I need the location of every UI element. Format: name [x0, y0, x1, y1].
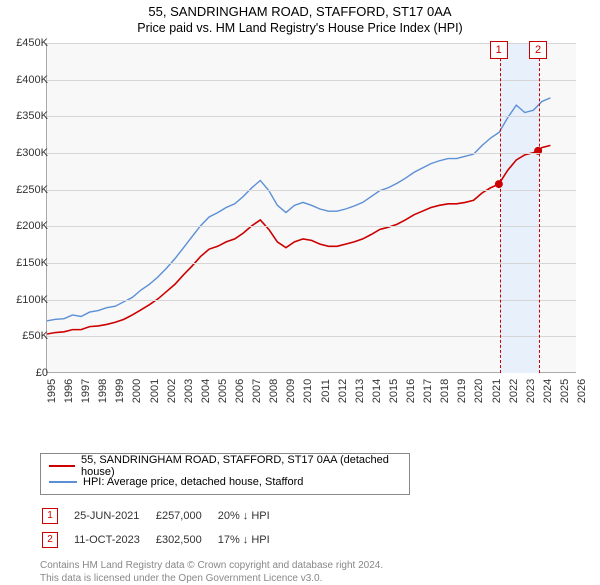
legend-label: HPI: Average price, detached house, Staf…	[83, 476, 303, 488]
series-line	[47, 145, 550, 334]
gridline-h	[47, 153, 576, 154]
x-axis-label: 2011	[320, 379, 332, 403]
y-axis-label: £450K	[16, 37, 48, 49]
y-axis-label: £350K	[16, 110, 48, 122]
row-date: 11-OCT-2023	[74, 529, 154, 551]
x-axis-label: 2007	[251, 379, 263, 403]
x-axis-label: 2016	[405, 379, 417, 403]
row-delta: 17% ↓ HPI	[218, 529, 284, 551]
row-date: 25-JUN-2021	[74, 505, 154, 527]
footer-attribution: Contains HM Land Registry data © Crown c…	[40, 559, 600, 585]
legend-item: 55, SANDRINGHAM ROAD, STAFFORD, ST17 0AA…	[49, 458, 401, 474]
x-axis-label: 2009	[285, 379, 297, 403]
x-axis-label: 2015	[388, 379, 400, 403]
x-axis-label: 2013	[354, 379, 366, 403]
legend-swatch	[49, 465, 75, 467]
x-axis-label: 2026	[576, 379, 588, 403]
x-axis-label: 2024	[542, 379, 554, 403]
x-axis-label: 2021	[491, 379, 503, 403]
chart-subtitle: Price paid vs. HM Land Registry's House …	[0, 21, 600, 35]
gridline-h	[47, 190, 576, 191]
x-axis-label: 2005	[217, 379, 229, 403]
y-axis-label: £250K	[16, 184, 48, 196]
line-series	[47, 43, 576, 372]
gridline-h	[47, 80, 576, 81]
gridline-h	[47, 116, 576, 117]
x-axis-label: 2010	[302, 379, 314, 403]
chart-area: £0£50K£100K£150K£200K£250K£300K£350K£400…	[36, 43, 596, 403]
y-axis-label: £200K	[16, 220, 48, 232]
y-axis-label: £50K	[22, 330, 48, 342]
x-axis-label: 2014	[371, 379, 383, 403]
marker-label: 1	[490, 41, 508, 59]
table-row: 1 25-JUN-2021£257,00020% ↓ HPI	[42, 505, 284, 527]
x-axis-label: 2017	[422, 379, 434, 403]
legend-label: 55, SANDRINGHAM ROAD, STAFFORD, ST17 0AA…	[81, 454, 401, 478]
marker-line	[539, 43, 540, 373]
x-axis-label: 2025	[559, 379, 571, 403]
x-axis-label: 2000	[131, 379, 143, 403]
row-marker: 1	[42, 508, 58, 524]
chart-title: 55, SANDRINGHAM ROAD, STAFFORD, ST17 0AA	[0, 4, 600, 19]
x-axis-label: 2006	[234, 379, 246, 403]
x-axis-label: 2008	[268, 379, 280, 403]
table-row: 2 11-OCT-2023£302,50017% ↓ HPI	[42, 529, 284, 551]
x-axis-label: 2023	[525, 379, 537, 403]
series-line	[47, 98, 550, 321]
transactions-table: 1 25-JUN-2021£257,00020% ↓ HPI 2 11-OCT-202…	[40, 503, 286, 553]
x-axis-label: 1995	[46, 379, 58, 403]
x-axis-label: 2012	[337, 379, 349, 403]
y-axis-label: £150K	[16, 257, 48, 269]
legend: 55, SANDRINGHAM ROAD, STAFFORD, ST17 0AA…	[40, 453, 410, 495]
x-axis-label: 1997	[80, 379, 92, 403]
x-axis-label: 2003	[183, 379, 195, 403]
x-axis-label: 2020	[473, 379, 485, 403]
footer-line: This data is licensed under the Open Gov…	[40, 572, 600, 585]
gridline-h	[47, 300, 576, 301]
y-axis-label: £0	[36, 367, 48, 379]
row-marker: 2	[42, 532, 58, 548]
row-price: £302,500	[156, 529, 216, 551]
legend-swatch	[49, 481, 77, 483]
x-axis-label: 2018	[439, 379, 451, 403]
marker-line	[500, 43, 501, 373]
y-axis-label: £400K	[16, 74, 48, 86]
gridline-h	[47, 336, 576, 337]
row-price: £257,000	[156, 505, 216, 527]
x-axis-label: 2001	[149, 379, 161, 403]
x-axis-label: 2022	[508, 379, 520, 403]
plot-area	[46, 43, 576, 373]
row-delta: 20% ↓ HPI	[218, 505, 284, 527]
footer-line: Contains HM Land Registry data © Crown c…	[40, 559, 600, 572]
y-axis-label: £100K	[16, 294, 48, 306]
y-axis-label: £300K	[16, 147, 48, 159]
gridline-h	[47, 226, 576, 227]
marker-label: 2	[529, 41, 547, 59]
gridline-h	[47, 263, 576, 264]
x-axis-label: 1999	[114, 379, 126, 403]
x-axis-label: 1998	[97, 379, 109, 403]
x-axis-label: 1996	[63, 379, 75, 403]
x-axis-label: 2004	[200, 379, 212, 403]
x-axis-label: 2002	[166, 379, 178, 403]
x-axis-label: 2019	[456, 379, 468, 403]
